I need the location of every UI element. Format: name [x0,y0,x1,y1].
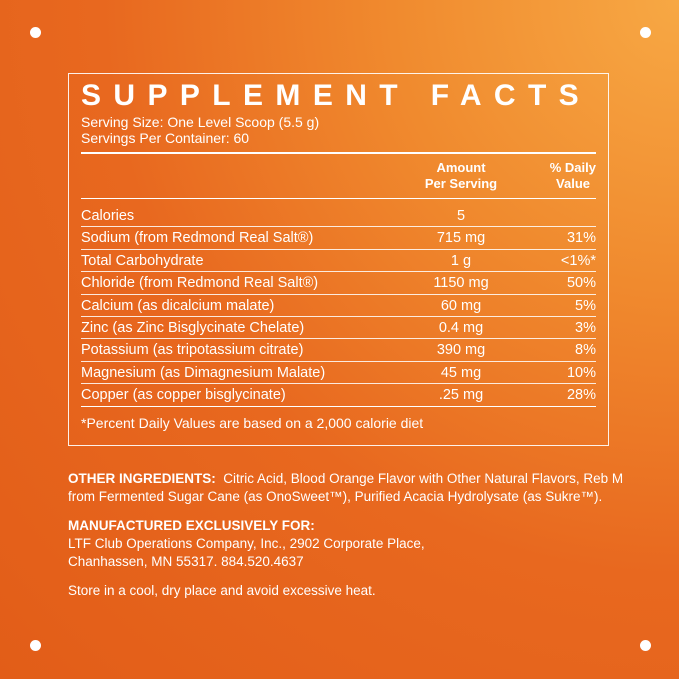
nutrient-amount: 390 mg [436,342,486,359]
nutrient-daily-value [516,205,596,226]
corner-dot [30,27,41,38]
table-row: Calcium (as dicalcium malate) 60 mg 5% [81,295,596,317]
nutrient-daily-value: 28% [566,387,596,404]
table-row: Potassium (as tripotassium citrate) 390 m… [81,339,596,362]
storage-instructions: Store in a cool, dry place and avoid exc… [68,583,376,598]
nutrient-name: Sodium (from Redmond Real Salt®) [81,230,314,247]
nutrient-name: Potassium (as tripotassium citrate) [81,342,304,359]
nutrient-daily-value: 50% [566,275,596,292]
nutrient-amount: 5 [456,208,466,224]
nutrient-daily-value: <1%* [560,252,596,269]
nutrient-daily-value: 5% [575,297,596,314]
manufacturer-line1: LTF Club Operations Company, Inc., 2902 … [68,536,425,551]
panel-title: SUPPLEMENT FACTS [81,79,592,112]
nutrient-name: Calcium (as dicalcium malate) [81,297,275,314]
divider [81,152,596,154]
other-ingredients: OTHER INGREDIENTS: Citric Acid, Blood Or… [68,470,628,506]
manufactured-label: MANUFACTURED EXCLUSIVELY FOR: [68,518,315,533]
nutrient-amount: 0.4 mg [438,319,484,336]
corner-dot [30,640,41,651]
nutrient-name: Magnesium (as Dimagnesium Malate) [81,364,326,381]
other-ingredients-text: Citric Acid, Blood Orange Flavor with Ot… [68,471,624,504]
table-row: Sodium (from Redmond Real Salt®) 715 mg 31… [81,227,596,250]
supplement-facts-panel: SUPPLEMENT FACTS Serving Size: One Level… [68,73,609,446]
nutrient-name: Total Carbohydrate [81,252,204,269]
nutrient-name: Calories [81,208,135,224]
nutrient-amount: 45 mg [440,364,482,381]
table-row: Copper (as copper bisglycinate) .25 mg 28% [81,384,596,407]
nutrient-table: Calories 5 Sodium (from Redmond Real Salt®… [81,205,596,407]
nutrient-amount: 715 mg [436,230,486,247]
nutrient-daily-value: 31% [566,230,596,247]
table-row: Zinc (as Zinc Bisglycinate Chelate) 0.4 m… [81,317,596,340]
manufacturer-line2: Chanhassen, MN 55317. 884.520.4637 [68,554,304,569]
nutrient-amount: 60 mg [440,297,482,314]
table-row: Calories 5 [81,205,596,228]
serving-size: Serving Size: One Level Scoop (5.5 g) [81,114,320,130]
nutrient-daily-value: 3% [575,319,596,336]
nutrient-amount: .25 mg [438,387,484,404]
corner-dot [640,27,651,38]
table-row: Magnesium (as Dimagnesium Malate) 45 mg 10… [81,362,596,385]
dv-header-2: Value [556,176,590,191]
table-header: Amount Per Serving % Daily Value [81,154,596,198]
amount-header-2: Per Serving [424,176,498,191]
table-row: Chloride (from Redmond Real Salt®) 1150 m… [81,272,596,295]
nutrient-name: Zinc (as Zinc Bisglycinate Chelate) [81,319,305,336]
divider [81,198,596,199]
manufacturer: MANUFACTURED EXCLUSIVELY FOR: LTF Club Op… [68,517,628,571]
amount-header: Amount [436,160,486,175]
dv-header: % Daily [549,160,596,175]
footnote: *Percent Daily Values are based on a 2,0… [81,414,424,431]
table-row: Total Carbohydrate 1 g <1%* [81,250,596,273]
corner-dot [640,640,651,651]
other-ingredients-label: OTHER INGREDIENTS: [68,471,216,486]
nutrient-daily-value: 10% [566,364,596,381]
nutrient-name: Copper (as copper bisglycinate) [81,387,286,404]
nutrient-amount: 1150 mg [433,275,489,292]
label-text: OTHER INGREDIENTS: Citric Acid, Blood Or… [68,470,628,611]
nutrient-amount: 1 g [450,252,472,269]
nutrient-daily-value: 8% [575,342,596,359]
servings-per-container: Servings Per Container: 60 [81,130,250,146]
nutrient-name: Chloride (from Redmond Real Salt®) [81,275,319,292]
